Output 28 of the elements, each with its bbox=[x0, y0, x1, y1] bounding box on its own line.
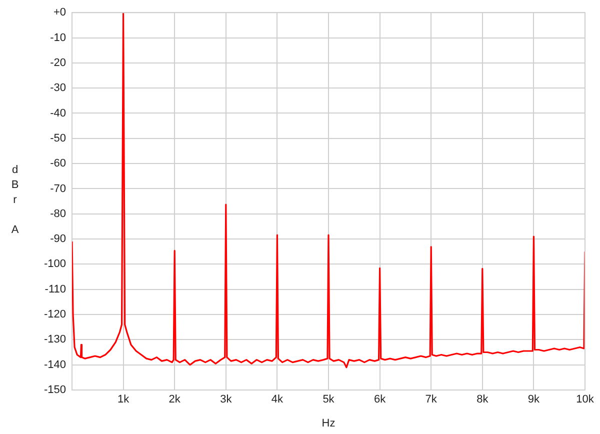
x-tick-label: 1k bbox=[117, 394, 130, 406]
y-tick-label: -30 bbox=[50, 82, 66, 94]
x-tick-label: 6k bbox=[374, 394, 386, 406]
x-axis-title: Hz bbox=[322, 417, 336, 430]
x-tick-label: 3k bbox=[220, 394, 232, 406]
y-tick-label: -150 bbox=[44, 384, 66, 396]
y-tick-label: -10 bbox=[50, 32, 66, 44]
x-tick-label: 9k bbox=[528, 394, 540, 406]
x-tick-label: 2k bbox=[168, 394, 181, 406]
x-tick-label: 4k bbox=[271, 394, 284, 406]
y-tick-label: -100 bbox=[44, 258, 66, 270]
y-tick-label: -110 bbox=[44, 283, 66, 296]
y-tick-label: -70 bbox=[50, 182, 66, 195]
y-tick-label: -130 bbox=[44, 334, 66, 346]
x-tick-label: 10k bbox=[576, 394, 594, 406]
y-tick-label: -20 bbox=[50, 56, 66, 69]
y-tick-label: -40 bbox=[50, 107, 66, 120]
y-tick-label: -140 bbox=[44, 358, 66, 371]
y-tick-label: -80 bbox=[50, 208, 66, 220]
y-tick-label: -90 bbox=[50, 233, 66, 246]
y-tick-label: -60 bbox=[50, 158, 66, 170]
x-tick-label: 7k bbox=[425, 394, 438, 406]
y-tick-label: -120 bbox=[44, 308, 66, 321]
x-tick-label: 5k bbox=[322, 394, 335, 406]
y-tick-label: -50 bbox=[50, 132, 66, 144]
x-tick-label: 8k bbox=[476, 394, 489, 406]
y-tick-label: +0 bbox=[53, 6, 66, 19]
text: dBr A bbox=[11, 164, 19, 236]
